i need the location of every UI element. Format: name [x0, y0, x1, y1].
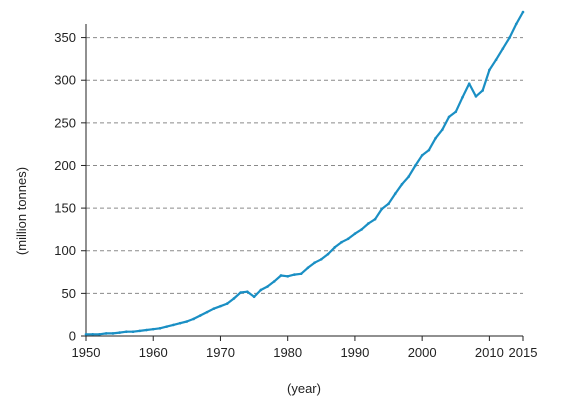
- data-point-1990: [353, 232, 357, 235]
- y-tick-label-50: 50: [62, 286, 76, 301]
- data-point-1967: [198, 314, 202, 317]
- series-layer: [84, 10, 525, 336]
- data-point-1987: [333, 246, 337, 249]
- y-tick-label-0: 0: [69, 329, 76, 344]
- data-point-1979: [279, 274, 283, 277]
- data-point-1999: [414, 164, 417, 167]
- data-point-1970: [219, 304, 222, 308]
- data-point-2008: [474, 95, 478, 98]
- data-point-1968: [205, 310, 209, 314]
- data-point-1998: [407, 175, 411, 178]
- data-point-1992: [367, 222, 370, 225]
- data-point-1973: [239, 291, 242, 294]
- data-point-1952: [98, 332, 101, 336]
- data-point-2009: [481, 89, 484, 92]
- data-point-1958: [138, 329, 142, 333]
- data-point-1989: [346, 237, 350, 241]
- x-tick-label-1980: 1980: [273, 345, 302, 360]
- data-point-1988: [340, 240, 343, 244]
- tick-labels: 0 50 100 150 200 250 300 350 1950 1960 1970 1980 199…: [54, 30, 537, 360]
- data-point-1980: [286, 275, 289, 278]
- data-point-1965: [185, 320, 189, 323]
- data-point-1971: [225, 302, 229, 305]
- data-point-1975: [252, 295, 256, 299]
- data-point-1984: [313, 261, 316, 264]
- data-point-1986: [326, 252, 330, 256]
- data-point-1955: [118, 331, 121, 334]
- data-point-1951: [91, 332, 95, 336]
- data-point-1969: [212, 307, 216, 311]
- data-point-1957: [131, 330, 135, 334]
- data-point-1995: [387, 202, 390, 206]
- data-point-1997: [400, 182, 404, 186]
- series-line-0: [84, 10, 525, 336]
- data-point-1964: [178, 321, 182, 325]
- x-tick-label-2000: 2000: [408, 345, 437, 360]
- data-point-1961: [158, 327, 162, 330]
- y-tick-label-300: 300: [54, 73, 76, 88]
- data-point-2001: [427, 148, 431, 152]
- y-tick-label-350: 350: [54, 30, 76, 45]
- data-point-2000: [420, 153, 424, 157]
- data-point-1959: [145, 328, 148, 332]
- data-point-1972: [232, 297, 236, 300]
- data-point-1991: [360, 228, 363, 231]
- data-point-1996: [393, 192, 397, 195]
- x-tick-label-1960: 1960: [139, 345, 168, 360]
- data-point-1953: [104, 332, 108, 335]
- y-tick-label-200: 200: [54, 158, 76, 173]
- x-tick-label-2010: 2010: [475, 345, 504, 360]
- data-point-1974: [246, 290, 249, 293]
- data-point-2012: [501, 47, 505, 50]
- data-point-1950: [84, 332, 88, 336]
- data-point-2003: [441, 128, 444, 131]
- data-point-1983: [306, 266, 310, 270]
- data-point-1977: [266, 285, 269, 288]
- data-point-2002: [434, 136, 437, 140]
- data-point-1962: [165, 325, 168, 328]
- data-point-2014: [514, 22, 518, 26]
- data-point-1985: [320, 257, 323, 261]
- data-point-1981: [293, 273, 296, 276]
- data-point-1960: [151, 327, 155, 331]
- data-point-1994: [380, 207, 384, 211]
- x-tick-label-1970: 1970: [206, 345, 235, 360]
- y-tick-label-150: 150: [54, 201, 76, 216]
- axes: [81, 24, 524, 341]
- data-point-2015: [521, 10, 525, 14]
- y-tick-label-250: 250: [54, 115, 76, 130]
- data-point-2005: [454, 110, 458, 114]
- data-point-1982: [299, 272, 303, 276]
- data-point-2013: [508, 36, 511, 39]
- data-point-1993: [373, 217, 377, 221]
- x-tick-label-2015: 2015: [509, 345, 538, 360]
- x-tick-label-1950: 1950: [72, 345, 101, 360]
- data-point-2007: [467, 82, 471, 85]
- data-point-2004: [447, 115, 451, 119]
- data-point-1976: [259, 288, 263, 292]
- data-point-1954: [111, 332, 115, 335]
- data-point-1978: [272, 280, 276, 283]
- x-tick-label-1990: 1990: [340, 345, 369, 360]
- gridlines: [86, 37, 523, 294]
- y-tick-label-100: 100: [54, 243, 76, 258]
- data-point-1966: [192, 317, 195, 321]
- data-point-1963: [172, 323, 175, 327]
- x-axis-title: (year): [287, 381, 321, 396]
- data-point-2010: [488, 68, 491, 72]
- data-point-2006: [461, 95, 464, 99]
- data-point-1956: [125, 330, 128, 334]
- data-point-2011: [494, 58, 498, 62]
- y-axis-title: (million tonnes): [14, 167, 29, 255]
